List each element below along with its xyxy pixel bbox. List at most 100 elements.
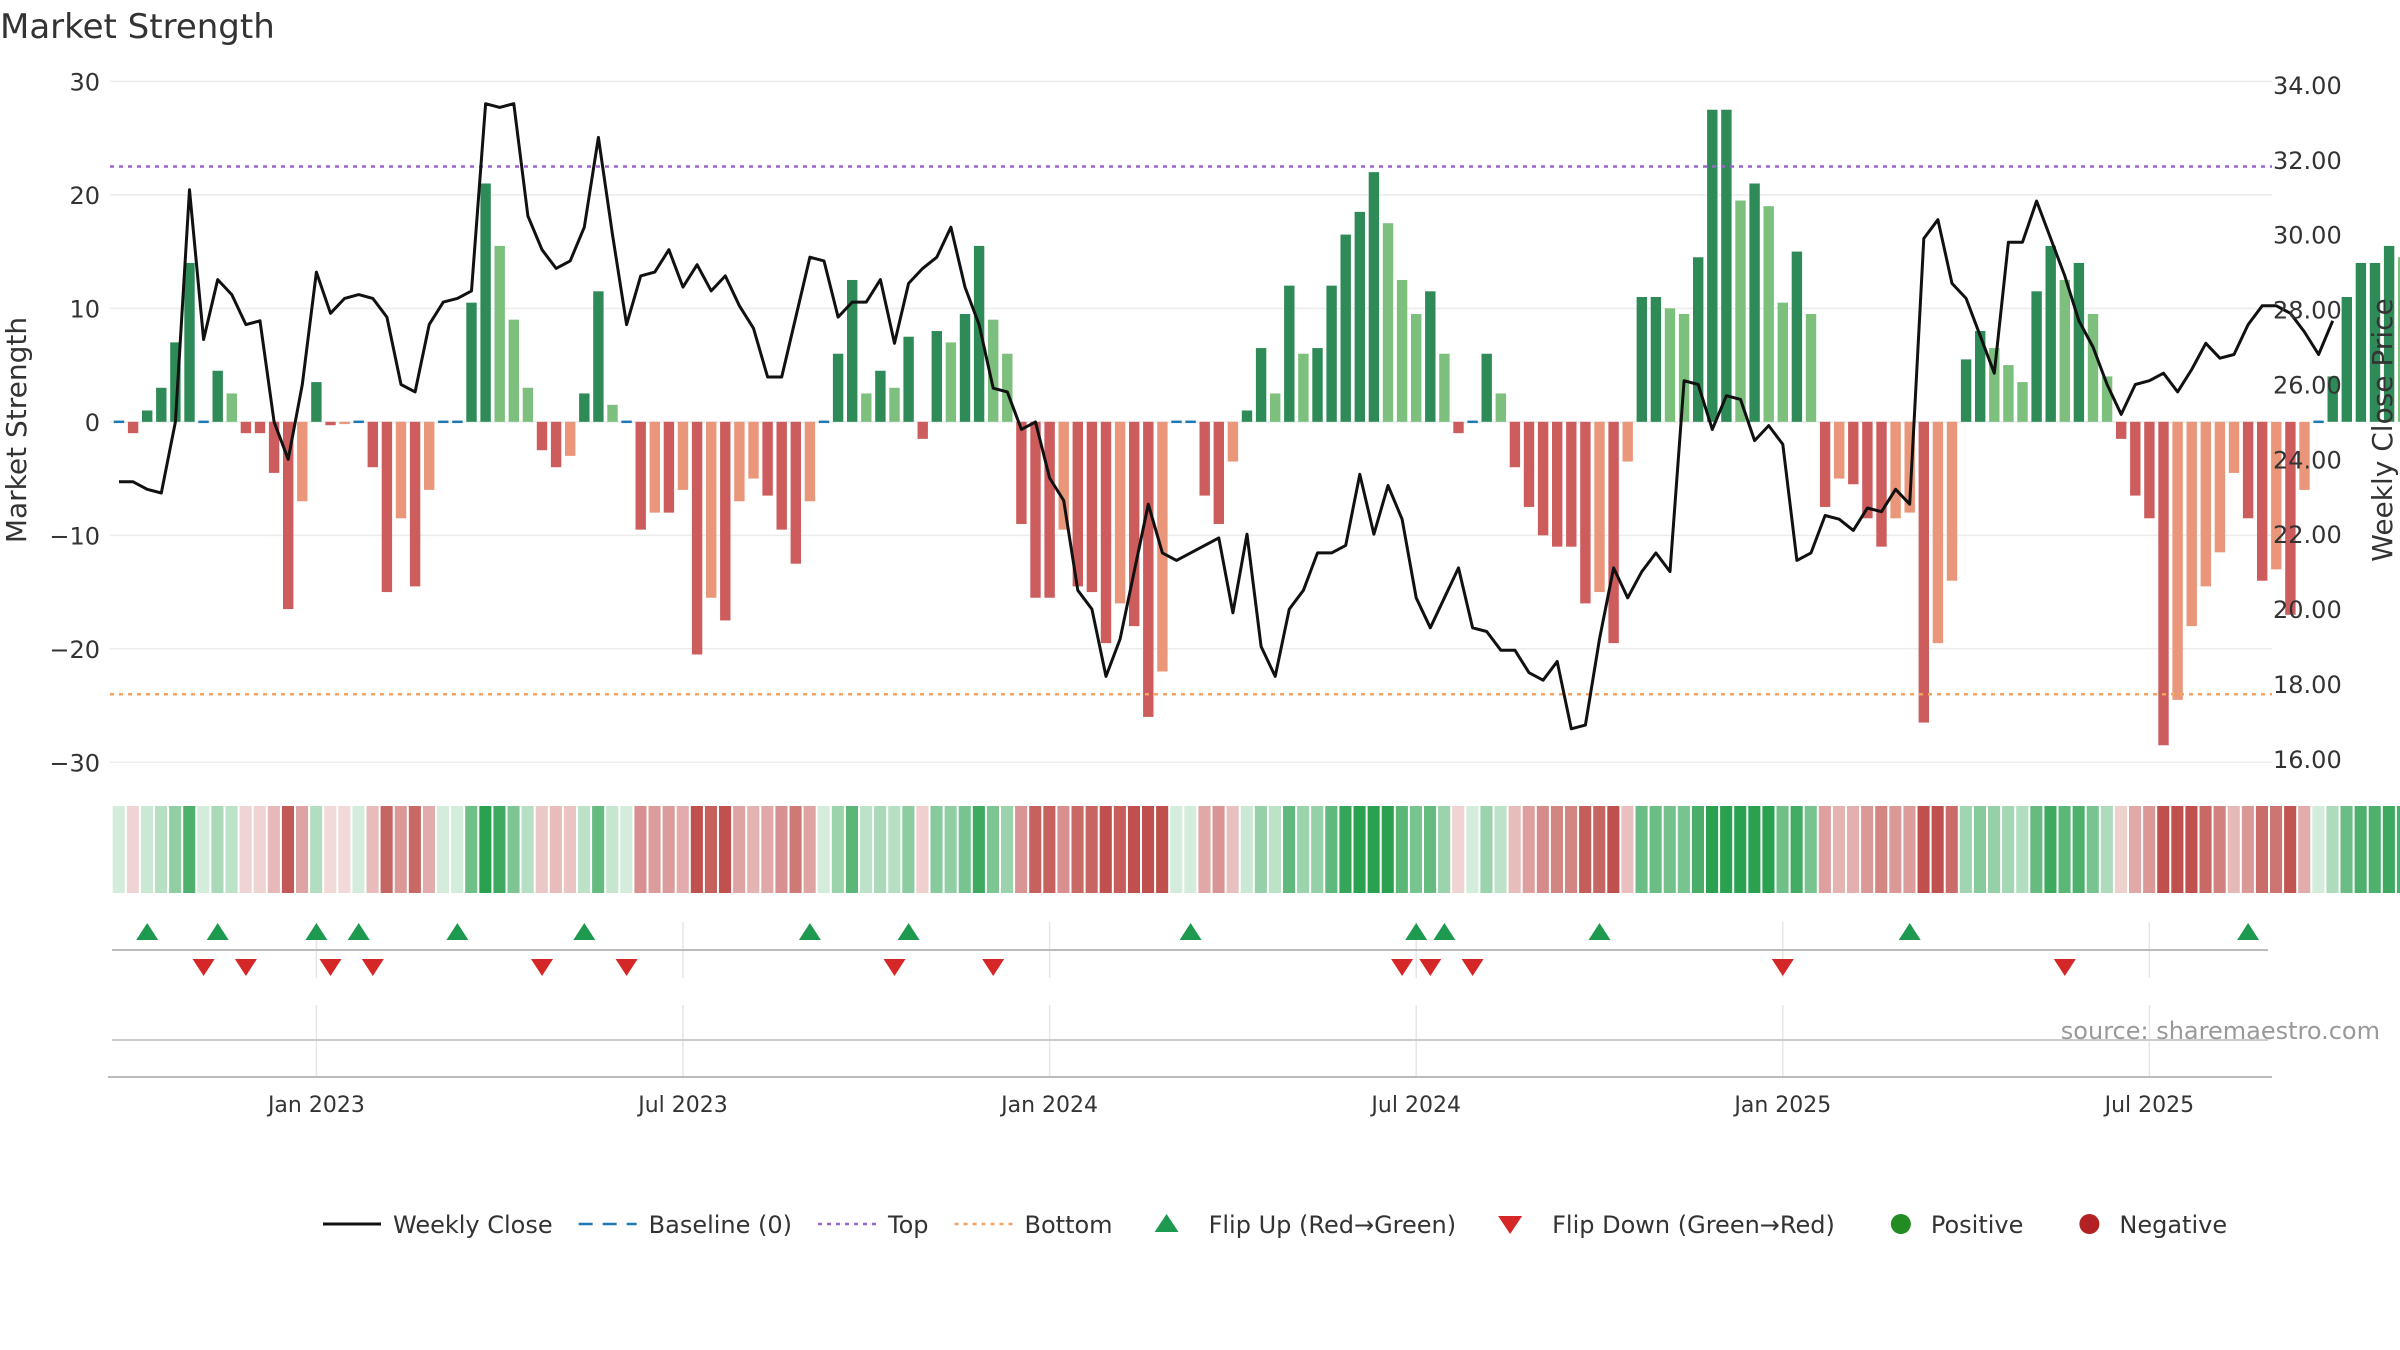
strength-bar <box>988 319 999 422</box>
strength-bar <box>804 421 816 502</box>
strength-bar <box>1002 353 1013 422</box>
strength-bar <box>1566 421 1577 547</box>
weekly-close-line <box>119 102 2335 731</box>
heat-cell <box>521 806 534 893</box>
flip-down-marker <box>319 959 342 976</box>
y-right-axis-title: Weekly Close Price <box>2366 298 2399 561</box>
strength-bar <box>663 421 675 513</box>
strength-bar <box>170 342 181 422</box>
heat-cell <box>239 806 252 893</box>
strength-bar <box>1411 314 1422 422</box>
heat-cell <box>2086 806 2099 893</box>
strength-bar <box>508 319 519 422</box>
strength-bar <box>2144 421 2155 519</box>
legend-label: Baseline (0) <box>649 1211 792 1239</box>
strength-bar <box>1199 421 1210 496</box>
strength-bar <box>607 404 618 422</box>
heat-cell <box>1762 806 1775 893</box>
legend-label: Negative <box>2119 1211 2227 1239</box>
x-tick-label: Jan 2025 <box>1732 1093 1831 1118</box>
heat-cell <box>620 806 633 893</box>
legend-item-down: Flip Down (Green→Red) <box>1498 1211 1835 1239</box>
strength-bar <box>1354 211 1365 422</box>
legend-label: Weekly Close <box>393 1211 553 1239</box>
strength-bar <box>1834 421 1845 479</box>
flip-up-marker <box>1433 923 1456 940</box>
heat-cell <box>704 806 717 893</box>
strength-bar <box>381 421 393 593</box>
strength-bar <box>1960 359 1972 422</box>
strength-bar <box>1213 421 1224 524</box>
flip-down-marker <box>1461 959 1484 976</box>
legend-label: Flip Down (Green→Red) <box>1552 1211 1835 1239</box>
strength-bar <box>1763 206 1774 422</box>
strength-bar <box>2045 245 2056 422</box>
source-credit: source: sharemaestro.com <box>2061 1017 2380 1045</box>
heat-cell <box>296 806 309 893</box>
heat-cell <box>719 806 732 893</box>
flip-down-marker <box>531 959 553 976</box>
strength-bar <box>2214 421 2226 553</box>
flip-up-marker <box>1405 923 1428 940</box>
strength-bar <box>494 245 505 422</box>
heat-cell <box>944 806 957 893</box>
heat-cell <box>662 806 675 893</box>
heat-cell <box>1917 806 1930 893</box>
heat-cell <box>1127 806 1140 893</box>
heat-cell <box>1071 806 1084 893</box>
heat-cell <box>1734 806 1747 893</box>
heat-cell <box>1043 806 1056 893</box>
heat-cell <box>155 806 168 893</box>
heat-cell <box>1226 806 1239 893</box>
strength-bar <box>2355 262 2367 422</box>
heat-cell <box>1550 806 1563 893</box>
strength-bar <box>1749 183 1760 422</box>
strength-bar <box>2327 376 2338 422</box>
strength-bar <box>1058 421 1069 530</box>
strength-bar <box>2087 314 2099 422</box>
strength-bar <box>550 421 562 468</box>
strength-bar <box>254 421 266 434</box>
strength-bar <box>1241 410 1253 422</box>
flip-up-marker <box>446 923 469 940</box>
strength-bar <box>1368 172 1380 422</box>
legend-swatch <box>1498 1216 1523 1234</box>
heat-cell <box>1776 806 1789 893</box>
heat-cell <box>1861 806 1874 893</box>
strength-bar <box>959 314 971 422</box>
strength-bar <box>2003 365 2014 422</box>
heat-cell <box>1691 806 1704 893</box>
heat-cell <box>1973 806 1986 893</box>
heat-cell <box>493 806 506 893</box>
y-right-tick-label: 34.00 <box>2273 72 2342 100</box>
heat-cell <box>1635 806 1648 893</box>
heat-cell <box>1113 806 1126 893</box>
strength-bar <box>1157 421 1168 672</box>
heat-cell <box>845 806 858 893</box>
heat-cell <box>197 806 210 893</box>
strength-bar <box>2242 421 2254 519</box>
y-right-tick-label: 16.00 <box>2273 746 2342 774</box>
y-right-tick-label: 26.00 <box>2273 371 2342 399</box>
heat-cell <box>958 806 971 893</box>
strength-bar <box>1481 353 1492 422</box>
heat-cell <box>2058 806 2071 893</box>
flip-markers <box>136 923 2260 976</box>
strength-bar <box>1086 421 1098 593</box>
heat-cell <box>1424 806 1437 893</box>
legend-swatch <box>2079 1214 2100 1234</box>
flip-up-marker <box>305 923 328 940</box>
heat-cell <box>1607 806 1620 893</box>
heat-cell <box>1198 806 1211 893</box>
heat-cell <box>1931 806 1944 893</box>
strength-bar <box>212 370 223 422</box>
heat-cell <box>1254 806 1267 893</box>
heat-cell <box>648 806 661 893</box>
heat-cell <box>902 806 915 893</box>
heat-cell <box>1875 806 1888 893</box>
chart-title: Market Strength <box>0 7 275 47</box>
strength-bar <box>2186 421 2197 627</box>
strength-bar <box>1918 421 1929 723</box>
heat-cell <box>2044 806 2057 893</box>
strength-bar <box>2383 245 2395 422</box>
